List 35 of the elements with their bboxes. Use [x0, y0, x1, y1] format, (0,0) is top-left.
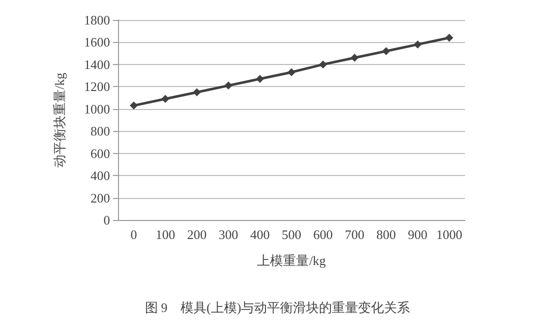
x-tick-label: 100: [156, 227, 176, 242]
y-tick-label: 600: [90, 146, 110, 161]
x-axis-title: 上模重量/kg: [257, 253, 326, 268]
y-tick-label: 1000: [84, 101, 110, 116]
point: [288, 68, 296, 76]
y-axis-title: 动平衡块重量/kg: [52, 72, 67, 168]
point: [445, 34, 454, 42]
y-tick-label: 400: [90, 168, 110, 184]
point: [350, 54, 359, 62]
x-tick-label: 600: [313, 227, 333, 242]
x-tick-label: 1000: [436, 227, 462, 242]
x-tick-label: 900: [408, 227, 428, 242]
x-tick-label: 200: [187, 227, 207, 242]
point: [161, 94, 170, 103]
point: [192, 88, 201, 96]
y-tick-label: 1400: [84, 56, 110, 72]
y-tick-label: 0: [104, 212, 110, 228]
y-tick-label: 1600: [84, 34, 110, 50]
point: [130, 102, 138, 110]
x-tick-label: 700: [344, 227, 364, 242]
point: [414, 40, 422, 48]
x-tick-label: 400: [250, 227, 270, 242]
point: [382, 47, 390, 56]
x-tick-label: 500: [282, 227, 302, 242]
y-tick-label: 1800: [84, 12, 110, 28]
x-tick-label: 300: [218, 227, 238, 242]
y-tick-label: 200: [90, 190, 110, 206]
point: [256, 74, 264, 83]
y-tick-label: 800: [90, 124, 110, 139]
x-tick-label: 800: [376, 227, 396, 242]
point: [319, 60, 328, 68]
y-tick-label: 1200: [84, 79, 110, 94]
point: [224, 82, 232, 90]
caption: 图 9 模具(上模)与动平衡滑块的重量变化关系: [144, 300, 410, 315]
x-tick-label: 0: [130, 227, 138, 242]
